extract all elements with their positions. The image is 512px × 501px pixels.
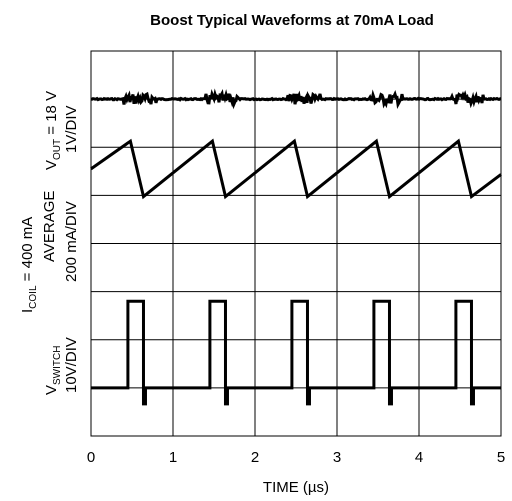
icoil-name: ICOIL = 400 mA xyxy=(19,217,39,313)
vswitch-label: VSWITCH 10V/DIV xyxy=(43,337,80,395)
x-axis-label: TIME (µs) xyxy=(263,479,329,496)
traces xyxy=(90,88,502,406)
plot-grid xyxy=(90,50,502,437)
x-tick-label: 2 xyxy=(251,449,259,466)
vout-label: VOUT = 18 V 1V/DIV xyxy=(43,91,80,170)
x-tick-label: 0 xyxy=(87,449,95,466)
icoil-average: AVERAGE xyxy=(41,191,58,262)
vout-name: VOUT = 18 V xyxy=(43,91,63,170)
icoil-trace xyxy=(90,138,502,200)
vswitch-trace xyxy=(91,299,501,406)
vout-trace xyxy=(90,88,502,110)
vout-scale: 1V/DIV xyxy=(63,105,80,153)
x-tick-labels: 0 1 2 3 4 5 xyxy=(87,449,505,466)
x-tick-label: 4 xyxy=(415,449,423,466)
x-tick-label: 3 xyxy=(333,449,341,466)
icoil-label: ICOIL = 400 mA AVERAGE 200 mA/DIV xyxy=(19,191,80,313)
x-tick-label: 5 xyxy=(497,449,505,466)
vswitch-scale: 10V/DIV xyxy=(63,337,80,393)
x-tick-label: 1 xyxy=(169,449,177,466)
icoil-scale: 200 mA/DIV xyxy=(63,201,80,282)
vswitch-name: VSWITCH xyxy=(43,346,63,395)
chart-title: Boost Typical Waveforms at 70mA Load xyxy=(150,12,434,29)
